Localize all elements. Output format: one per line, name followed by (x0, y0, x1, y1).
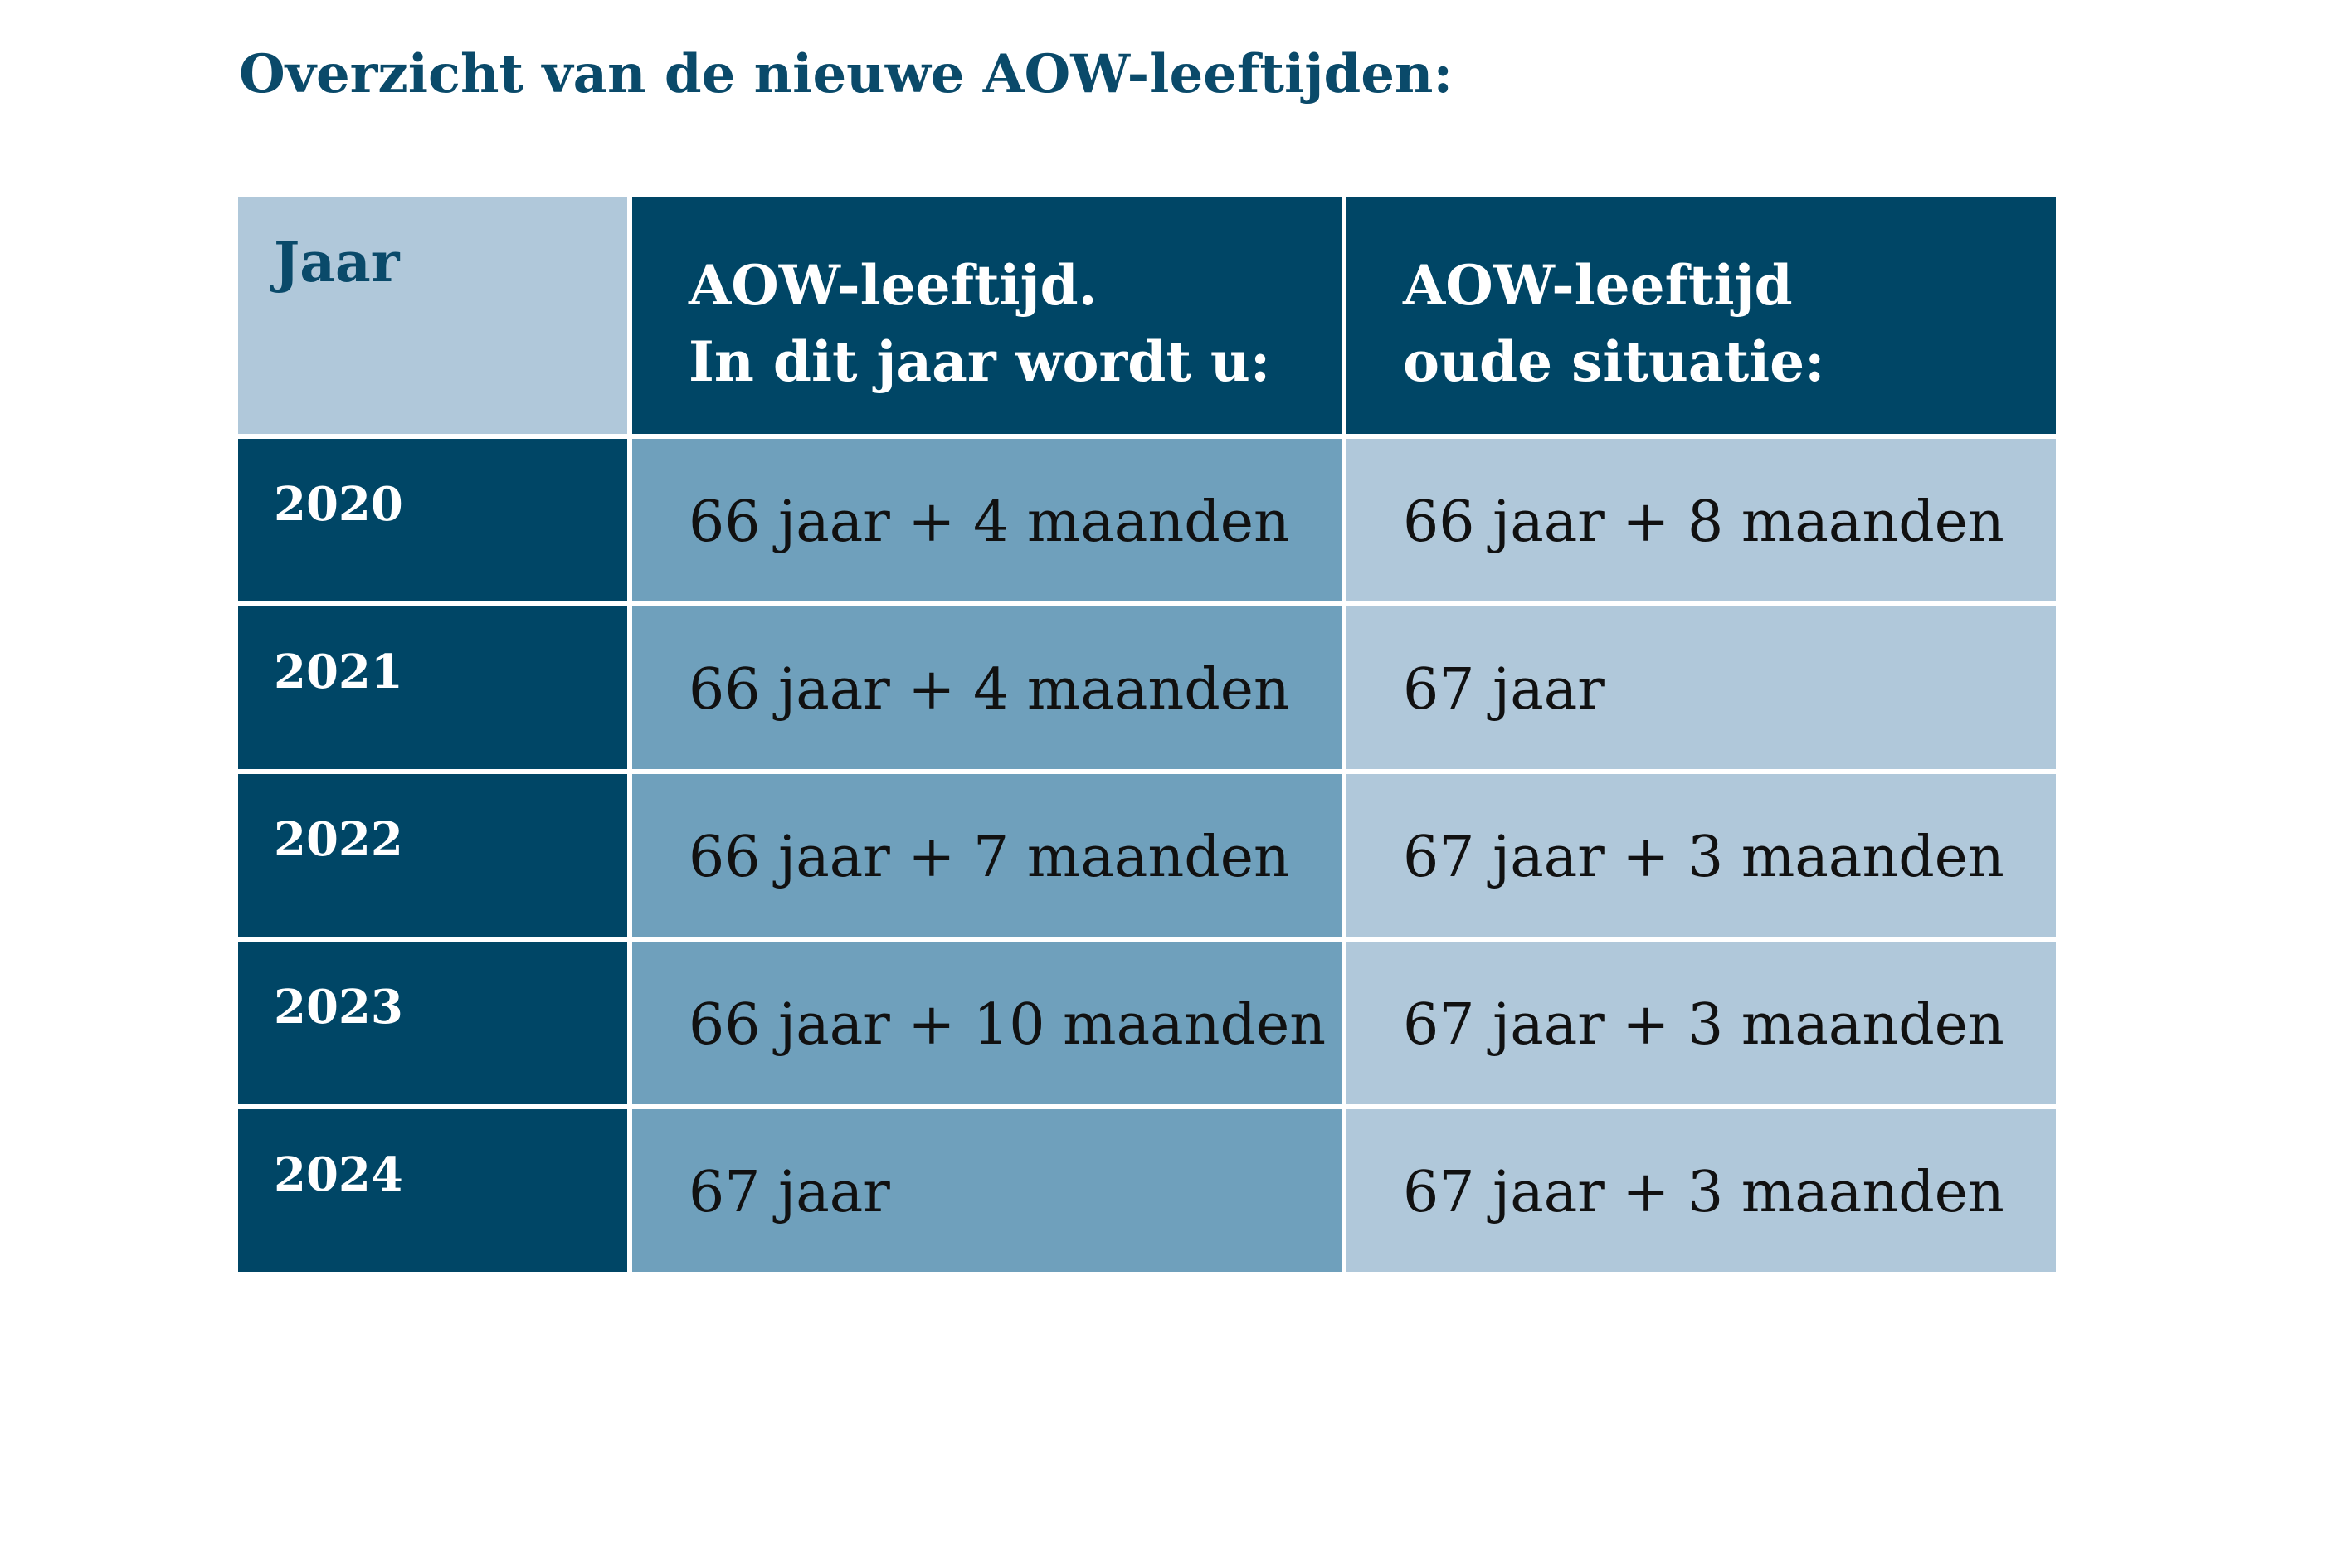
header-new-age-line-2: In dit jaar wordt u: (689, 329, 1271, 394)
row-new-age-cell: 66 jaar + 4 maanden (632, 606, 1342, 769)
page-title: Overzicht van de nieuwe AOW-leeftijden: (239, 43, 1454, 105)
row-old-age-cell: 67 jaar (1346, 606, 2056, 769)
row-old-age-cell: 67 jaar + 3 maanden (1346, 942, 2056, 1104)
header-new-age-line-1: AOW-leeftijd. (689, 253, 1098, 318)
header-old-age: AOW-leeftijd oude situatie: (1346, 197, 2056, 434)
aow-age-table: Jaar AOW-leeftijd. In dit jaar wordt u: … (238, 197, 2056, 1272)
row-new-age-cell: 66 jaar + 10 maanden (632, 942, 1342, 1104)
row-old-age-cell: 67 jaar + 3 maanden (1346, 774, 2056, 937)
header-year: Jaar (238, 197, 627, 434)
header-old-age-line-1: AOW-leeftijd (1403, 253, 1793, 318)
row-year-cell: 2022 (238, 774, 627, 937)
row-old-age-cell: 66 jaar + 8 maanden (1346, 439, 2056, 601)
row-year-cell: 2021 (238, 606, 627, 769)
row-old-age-cell: 67 jaar + 3 maanden (1346, 1109, 2056, 1272)
header-old-age-line-2: oude situatie: (1403, 329, 1825, 394)
row-new-age-cell: 67 jaar (632, 1109, 1342, 1272)
row-year-cell: 2024 (238, 1109, 627, 1272)
header-year-label: Jaar (274, 230, 400, 295)
header-new-age: AOW-leeftijd. In dit jaar wordt u: (632, 197, 1342, 434)
row-new-age-cell: 66 jaar + 4 maanden (632, 439, 1342, 601)
row-year-cell: 2020 (238, 439, 627, 601)
row-new-age-cell: 66 jaar + 7 maanden (632, 774, 1342, 937)
row-year-cell: 2023 (238, 942, 627, 1104)
